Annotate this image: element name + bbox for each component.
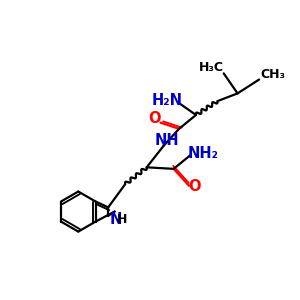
Text: NH: NH xyxy=(154,133,179,148)
Text: H₂N: H₂N xyxy=(151,93,182,108)
Text: O: O xyxy=(148,111,160,126)
Text: O: O xyxy=(188,179,201,194)
Text: N: N xyxy=(110,212,122,227)
Text: H₃C: H₃C xyxy=(199,61,224,74)
Text: NH₂: NH₂ xyxy=(188,146,218,161)
Text: CH₃: CH₃ xyxy=(260,68,286,81)
Text: H: H xyxy=(117,213,128,226)
